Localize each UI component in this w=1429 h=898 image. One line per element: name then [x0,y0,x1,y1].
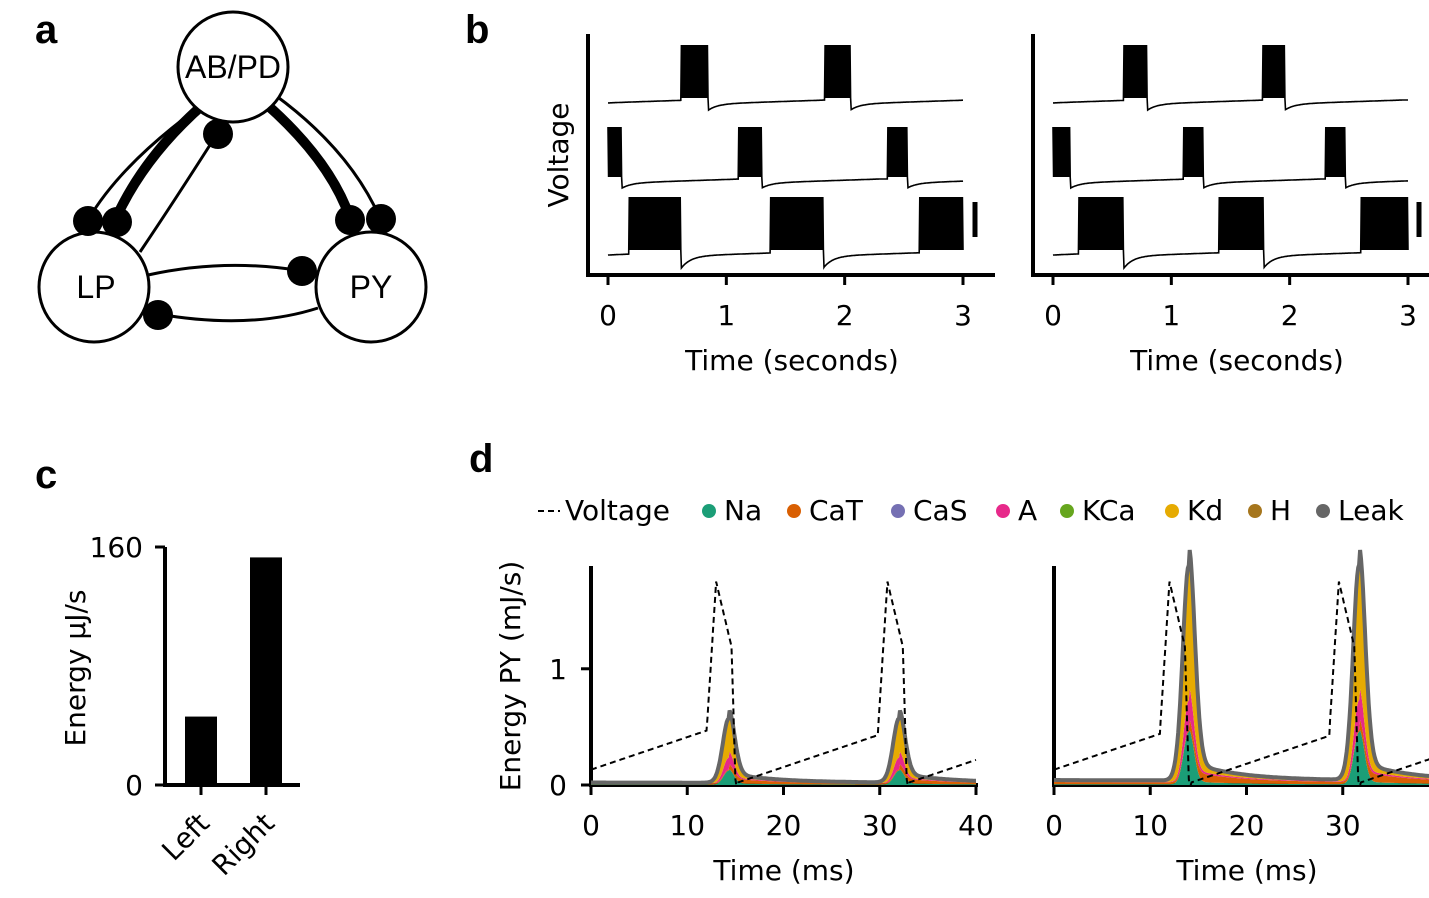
synapse-dot [287,256,317,286]
legend-marker-kca [1060,504,1074,518]
synapse-dot [203,119,233,149]
node-label-lp: LP [76,269,115,305]
d-ytick-label: 0 [549,769,567,802]
legend-marker-leak [1316,504,1330,518]
edge-py-abpd-outer [274,93,382,219]
b-xtick-label: 0 [1044,299,1062,332]
d-xtick-label: 30 [1325,809,1361,842]
b-xtick-label: 0 [599,299,617,332]
node-abpd [176,10,290,124]
synapse-dot [102,207,132,237]
d-xtick-label: 10 [669,809,705,842]
d-xtick-label: 20 [1229,809,1265,842]
panel-label-a: a [35,8,58,52]
legend-marker-na [702,504,716,518]
legend-marker-kd [1165,504,1179,518]
voltage-traces-right: 0 1 2 3 [1031,34,1429,332]
legend-marker-a [996,504,1010,518]
b-xtick-label: 2 [836,299,854,332]
bar-right [250,557,282,785]
legend-marker-cas [891,504,905,518]
circuit-diagram: AB/PD LP PY [37,10,428,344]
node-py [314,230,428,344]
d-ytick-label: 1 [549,653,567,686]
legend-label-kca: KCa [1082,494,1136,527]
node-label-py: PY [350,269,393,305]
edge-abpd-py-thick [261,99,355,220]
area-kd [591,715,976,784]
c-xtick-label: Right [205,807,280,882]
synapse-dot [366,204,396,234]
energy-area-right: 0 10 20 30 [1045,549,1429,842]
edge-lp-abpd [138,133,219,253]
node-label-abpd: AB/PD [185,49,281,85]
legend-marker-h [1248,504,1262,518]
panel-label-d: d [469,437,493,481]
synapse-terminals [73,119,396,330]
c-ytick-label: 0 [125,769,143,802]
voltage-trace-1 [1053,44,1408,112]
voltage-trace-2 [1052,126,1408,190]
synapse-dot [143,300,173,330]
synapse-dot [335,205,365,235]
area-a [1054,689,1429,783]
edge-py-lp [157,306,319,323]
synapse-connections [86,93,382,323]
legend-label-cas: CaS [913,494,967,527]
d-xtick-label: 40 [958,809,994,842]
synapse-dot [73,206,103,236]
d-xtick-label: 0 [1045,809,1063,842]
energy-area-left: 010 10 20 30 40 [549,566,994,842]
area-na [1054,730,1429,785]
legend-label-leak: Leak [1338,494,1404,527]
c-ytick-label: 160 [90,531,143,564]
voltage-traces-left: 0 1 2 3 [586,34,995,332]
b-xtick-label: 3 [954,299,972,332]
b-xtick-label: 3 [1399,299,1417,332]
area-cat [1054,719,1429,785]
voltage-trace-2 [607,126,964,190]
voltage-dashed-line [1053,581,1429,786]
c-ylabel: Energy μJ/s [59,589,92,746]
legend-label-h: H [1270,494,1291,527]
edge-lp-py [147,263,303,277]
edge-abpd-lp-thick [111,99,209,221]
legend-label-kd: Kd [1187,494,1223,527]
area-na [591,769,976,785]
d-ylabel: Energy PY (mJ/s) [494,561,527,792]
voltage-trace-1 [608,44,963,112]
d-left-xlabel: Time (ms) [712,854,854,887]
legend-label-a: A [1018,494,1037,527]
legend-label-cat: CaT [809,494,864,527]
legend-marker-cat [787,504,801,518]
d-xtick-label: 30 [862,809,898,842]
b-left-xlabel: Time (seconds) [684,344,899,377]
legend-label-na: Na [724,494,762,527]
voltage-dashed-line [590,581,977,786]
d-xtick-label: 0 [582,809,600,842]
b-xtick-label: 1 [1162,299,1180,332]
panel-label-b: b [465,8,489,52]
total-energy-outline [1054,549,1429,783]
area-cat [591,764,976,785]
voltage-trace-3 [1052,196,1409,271]
voltage-trace-3 [607,196,964,271]
b-xtick-label: 2 [1281,299,1299,332]
d-xtick-label: 20 [766,809,802,842]
b-right-xlabel: Time (seconds) [1129,344,1344,377]
legend: Voltage Na CaT CaS A KCa Kd H Leak [538,494,1404,527]
d-right-xlabel: Time (ms) [1175,854,1317,887]
legend-label-voltage: Voltage [565,494,670,527]
total-energy-outline [591,709,976,785]
area-leak [591,710,976,783]
b-xtick-label: 1 [717,299,735,332]
panel-label-c: c [35,453,57,497]
bar-left [185,716,217,785]
d-xtick-label: 10 [1132,809,1168,842]
b-ylabel: Voltage [542,102,575,207]
